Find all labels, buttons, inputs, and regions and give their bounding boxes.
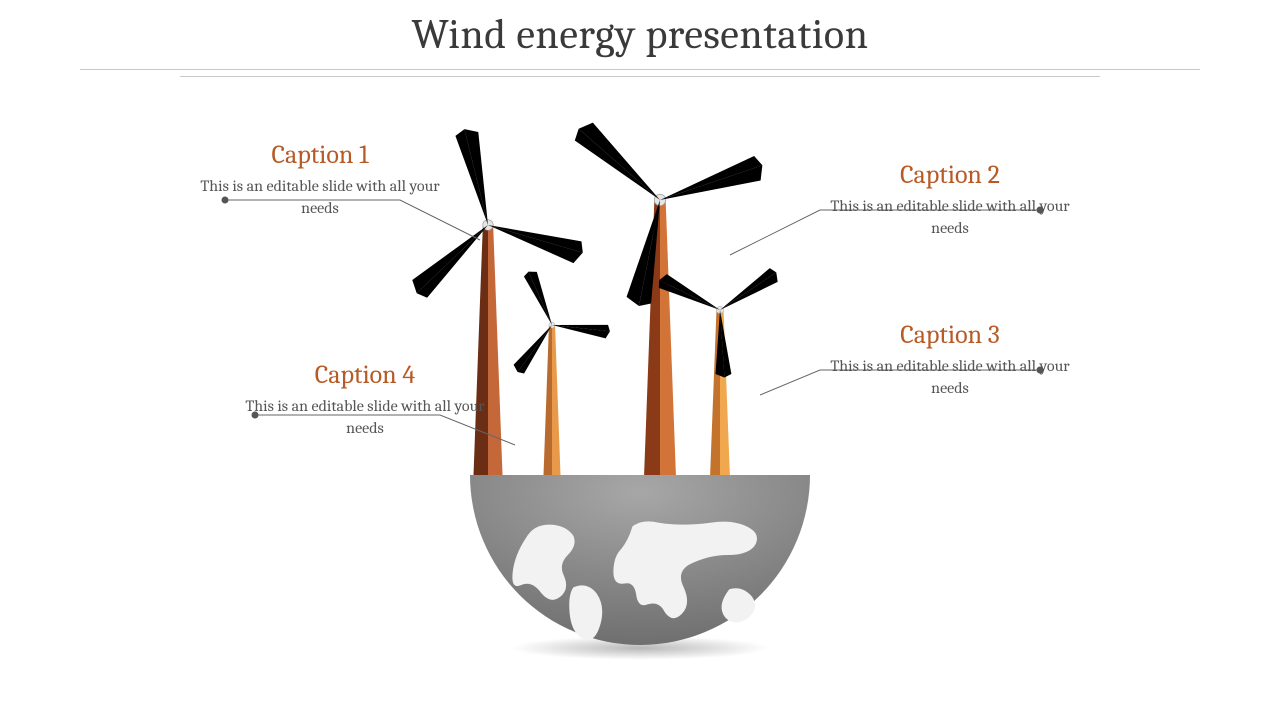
bowl [470,475,810,645]
stage: Caption 1 This is an editable slide with… [0,80,1280,720]
slide-title: Wind energy presentation [0,10,1280,59]
caption-title: Caption 2 [820,160,1080,190]
wind-turbine [511,267,615,480]
caption-body: This is an editable slide with all your … [235,396,495,439]
caption-block: Caption 1 This is an editable slide with… [190,140,450,219]
divider-inner [180,76,1100,77]
slide: Wind energy presentation [0,0,1280,720]
caption-body: This is an editable slide with all your … [190,176,450,219]
title-bar: Wind energy presentation [0,0,1280,59]
caption-body: This is an editable slide with all your … [820,196,1080,239]
divider-outer [80,69,1200,70]
caption-title: Caption 3 [820,320,1080,350]
caption-body: This is an editable slide with all your … [820,356,1080,399]
caption-block: Caption 3 This is an editable slide with… [820,320,1080,399]
caption-block: Caption 4 This is an editable slide with… [235,360,495,439]
caption-title: Caption 4 [235,360,495,390]
caption-title: Caption 1 [190,140,450,170]
caption-block: Caption 2 This is an editable slide with… [820,160,1080,239]
